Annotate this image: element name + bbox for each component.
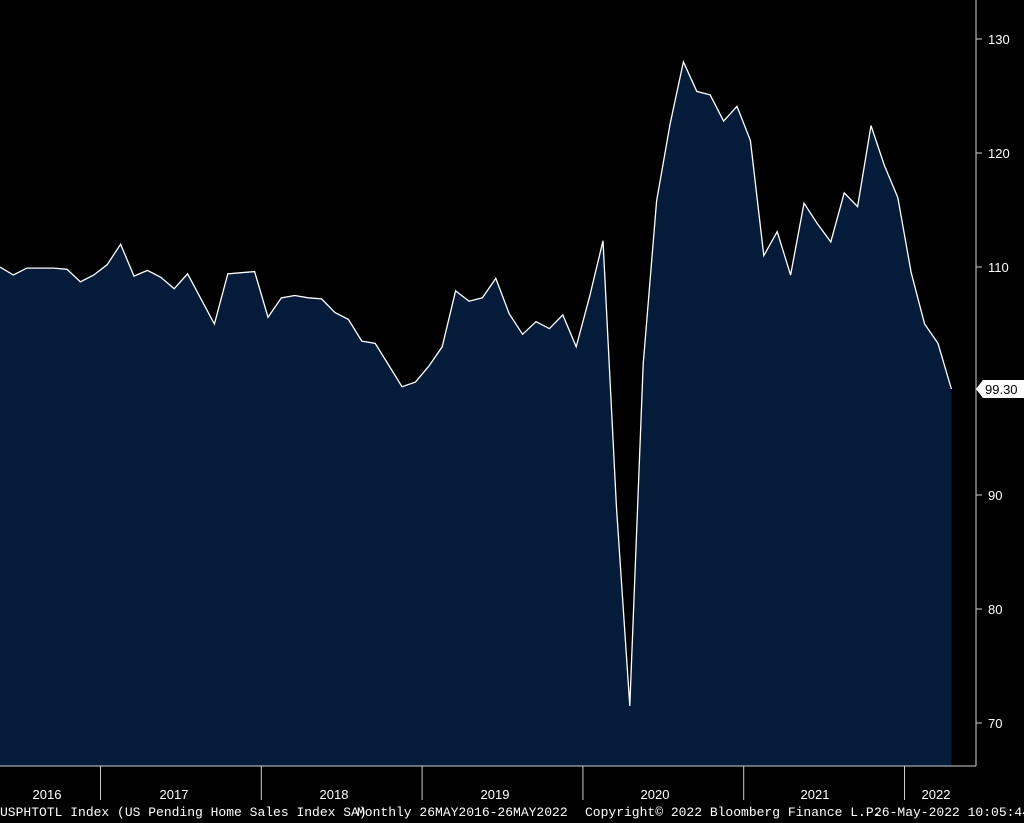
x-tick-label: 2019 [481, 787, 510, 802]
series-area-fill [0, 61, 952, 767]
y-tick-label: 80 [988, 602, 1002, 617]
chart: 2016 2017 2018 2019 2020 2021 2022 70 80 90 110 12… [0, 0, 1024, 802]
last-value-tag: 99.30 [976, 379, 1024, 398]
footer-copyright: Copyright© 2022 Bloomberg Finance L.P. [585, 805, 882, 820]
x-tick-label: 2017 [160, 787, 189, 802]
y-tick-label: 130 [988, 32, 1010, 47]
y-axis: 70 80 90 110 120 130 [975, 0, 1010, 766]
y-tick-label: 110 [988, 260, 1009, 275]
footer: USPHTOTL Index (US Pending Home Sales In… [0, 802, 1024, 823]
y-tick-label: 70 [988, 716, 1002, 731]
x-tick-label: 2021 [801, 787, 830, 802]
x-tick-label: 2020 [641, 787, 670, 802]
series-line [0, 59, 953, 706]
last-value-label: 99.30 [985, 382, 1018, 397]
footer-ticker: USPHTOTL Index (US Pending Home Sales In… [0, 805, 367, 820]
plot-area [0, 59, 953, 767]
x-tick-label: 2016 [33, 787, 62, 802]
x-axis: 2016 2017 2018 2019 2020 2021 2022 [0, 765, 976, 802]
footer-timestamp: 26-May-2022 10:05:44 [874, 805, 1024, 820]
y-tick-label: 90 [988, 488, 1002, 503]
x-tick-label: 2018 [320, 787, 349, 802]
x-tick-label: 2022 [922, 787, 951, 802]
y-tick-label: 120 [988, 146, 1010, 161]
footer-range: Monthly 26MAY2016-26MAY2022 [357, 805, 568, 820]
last-value-marker [976, 379, 1024, 398]
